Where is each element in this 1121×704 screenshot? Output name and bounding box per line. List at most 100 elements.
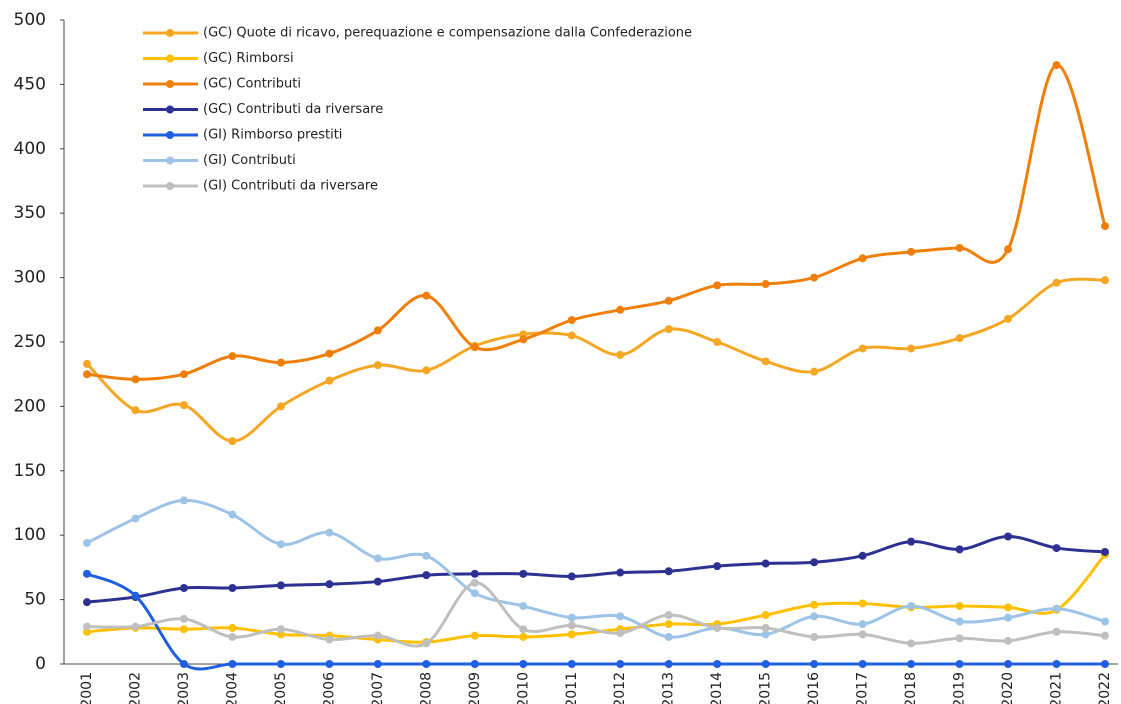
x-tick-label: 2002 bbox=[127, 672, 143, 704]
marker bbox=[1004, 613, 1013, 622]
y-tick-label: 450 bbox=[14, 74, 46, 94]
legend-label: (GC) Contributi bbox=[203, 77, 301, 92]
marker bbox=[955, 602, 964, 611]
marker bbox=[1052, 278, 1061, 287]
legend-marker bbox=[166, 29, 174, 37]
x-tick-label: 2013 bbox=[661, 672, 677, 704]
marker bbox=[179, 370, 188, 379]
y-tick-label: 250 bbox=[14, 332, 46, 352]
legend-marker bbox=[166, 105, 174, 114]
x-tick-label: 2006 bbox=[321, 672, 337, 704]
marker bbox=[761, 660, 770, 668]
marker bbox=[567, 613, 576, 622]
marker bbox=[373, 361, 382, 370]
marker bbox=[325, 528, 334, 537]
legend-marker bbox=[166, 54, 174, 63]
marker bbox=[761, 611, 770, 620]
marker bbox=[616, 660, 625, 668]
marker bbox=[907, 602, 916, 611]
marker bbox=[1052, 61, 1061, 70]
marker bbox=[907, 537, 916, 546]
legend-label: (GC) Contributi da riversare bbox=[203, 102, 383, 117]
marker bbox=[761, 630, 770, 639]
marker bbox=[1004, 660, 1013, 668]
marker bbox=[519, 660, 528, 668]
marker bbox=[470, 569, 479, 578]
legend-marker bbox=[166, 80, 174, 88]
x-tick-label: 2001 bbox=[79, 672, 95, 704]
x-tick-label: 2005 bbox=[273, 672, 289, 704]
marker bbox=[567, 331, 576, 340]
x-tick-label: 2007 bbox=[370, 672, 386, 704]
marker bbox=[276, 540, 285, 549]
marker bbox=[907, 247, 916, 256]
marker bbox=[858, 630, 867, 639]
marker bbox=[810, 367, 819, 376]
marker bbox=[1004, 603, 1013, 612]
marker bbox=[228, 660, 237, 668]
marker bbox=[858, 660, 867, 668]
marker bbox=[422, 366, 431, 375]
marker bbox=[228, 510, 237, 519]
marker bbox=[858, 599, 867, 608]
marker bbox=[83, 598, 91, 607]
marker bbox=[907, 344, 916, 353]
marker bbox=[713, 562, 722, 571]
marker bbox=[567, 621, 576, 630]
marker bbox=[373, 326, 382, 335]
marker bbox=[470, 578, 479, 587]
marker bbox=[616, 305, 625, 314]
marker bbox=[761, 623, 770, 632]
marker bbox=[1101, 222, 1109, 231]
line bbox=[86, 498, 1106, 639]
marker bbox=[955, 334, 964, 343]
marker bbox=[1004, 245, 1013, 254]
marker bbox=[519, 632, 528, 641]
x-tick-label: 2012 bbox=[612, 672, 628, 704]
marker bbox=[858, 254, 867, 263]
x-tick-label: 2009 bbox=[467, 672, 483, 704]
marker bbox=[761, 559, 770, 568]
y-tick-label: 300 bbox=[14, 268, 46, 288]
line bbox=[85, 277, 1106, 443]
marker bbox=[422, 660, 431, 668]
marker bbox=[810, 273, 819, 282]
marker bbox=[276, 358, 285, 367]
marker bbox=[373, 554, 382, 563]
marker bbox=[761, 357, 770, 366]
marker bbox=[810, 612, 819, 621]
legend-label: (GC) Quote di ricavo, perequazione e com… bbox=[203, 26, 692, 41]
line bbox=[86, 534, 1106, 604]
marker bbox=[955, 617, 964, 626]
legend-label: (GI) Rimborso prestiti bbox=[203, 128, 342, 143]
marker bbox=[616, 612, 625, 621]
marker bbox=[373, 660, 382, 668]
y-tick-label: 400 bbox=[14, 139, 46, 159]
marker bbox=[858, 620, 867, 629]
marker bbox=[907, 660, 916, 668]
marker bbox=[1101, 631, 1109, 640]
marker bbox=[1052, 627, 1061, 636]
marker bbox=[179, 660, 188, 668]
x-tick-label: 2017 bbox=[855, 672, 871, 704]
x-tick-label: 2021 bbox=[1049, 672, 1065, 704]
line bbox=[86, 572, 1105, 671]
marker bbox=[810, 558, 819, 567]
marker bbox=[1101, 617, 1109, 626]
marker bbox=[567, 630, 576, 639]
marker bbox=[519, 625, 528, 634]
marker bbox=[761, 280, 770, 289]
legend-label: (GI) Contributi bbox=[203, 153, 296, 168]
marker bbox=[955, 545, 964, 554]
marker bbox=[616, 350, 625, 359]
marker bbox=[567, 660, 576, 668]
x-tick-label: 2018 bbox=[903, 672, 919, 704]
legend-label: (GI) Contributi da riversare bbox=[203, 179, 378, 194]
marker bbox=[325, 635, 334, 644]
marker bbox=[907, 639, 916, 648]
marker bbox=[83, 569, 91, 578]
marker bbox=[325, 349, 334, 358]
marker bbox=[664, 660, 673, 668]
marker bbox=[810, 660, 819, 668]
